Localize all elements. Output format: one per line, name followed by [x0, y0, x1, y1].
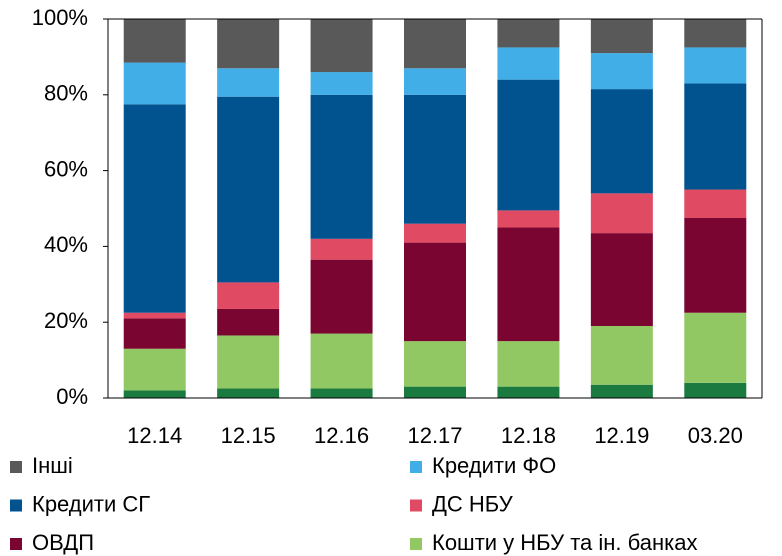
legend-swatch — [410, 461, 422, 473]
bar-segment — [497, 386, 560, 398]
bar-segment — [123, 19, 186, 63]
bar-segment — [310, 259, 373, 334]
bar-segment — [684, 47, 747, 84]
bar-segment — [404, 68, 466, 95]
bar-segment — [590, 89, 653, 194]
bar-segment — [404, 19, 466, 69]
x-tick-label: 12.19 — [594, 423, 649, 448]
bar-segment — [404, 386, 466, 398]
bar-segment — [684, 217, 747, 313]
bar-segment — [404, 94, 466, 224]
bar-segment — [217, 96, 280, 283]
bar-segment — [310, 94, 373, 239]
legend-swatch — [410, 499, 422, 512]
bar-segment — [497, 227, 560, 342]
bar-segment — [123, 104, 186, 313]
y-tick-label: 80% — [44, 81, 88, 106]
x-tick-label: 12.14 — [127, 423, 182, 448]
bar-segment — [497, 19, 560, 48]
bar-segment — [310, 238, 373, 260]
bar-segment — [123, 390, 186, 398]
y-tick-label: 20% — [44, 308, 88, 333]
bar-segment — [684, 382, 747, 398]
bar-segment — [497, 210, 560, 228]
bar-segment — [684, 189, 747, 218]
y-tick-label: 40% — [44, 232, 88, 257]
legend-label: Кредити ФО — [432, 453, 556, 478]
bar-segment — [590, 325, 653, 385]
y-tick-label: 100% — [32, 5, 88, 30]
bar-segment — [217, 335, 280, 389]
bar-segment — [404, 223, 466, 243]
bar-segment — [310, 72, 373, 95]
legend-swatch — [10, 499, 22, 512]
bar-segment — [590, 193, 653, 234]
bar-segment — [497, 341, 560, 387]
bar-segment — [684, 19, 747, 48]
bar-segment — [123, 318, 186, 349]
bar-segment — [217, 19, 280, 69]
y-tick-label: 0% — [56, 384, 88, 409]
x-tick-label: 12.18 — [501, 423, 556, 448]
bar-segment — [217, 282, 280, 309]
bar-segment — [123, 62, 186, 105]
y-tick-label: 60% — [44, 156, 88, 181]
legend-swatch — [410, 538, 422, 550]
bar-segment — [590, 53, 653, 90]
x-tick-label: 12.15 — [221, 423, 276, 448]
bar-segment — [217, 308, 280, 336]
x-tick-label: 12.16 — [314, 423, 369, 448]
legend-label: ОВДП — [32, 530, 94, 555]
legend-label: ДС НБУ — [432, 491, 514, 516]
bar-segment — [590, 19, 653, 54]
bar-segment — [310, 333, 373, 389]
bar-segment — [404, 341, 466, 387]
legend-label: Кредити СГ — [32, 491, 150, 516]
bar-segment — [590, 384, 653, 398]
bar-segment — [497, 79, 560, 211]
bar-segment — [123, 348, 186, 391]
bar-segment — [497, 47, 560, 80]
x-tick-label: 03.20 — [688, 423, 743, 448]
bar-segment — [310, 388, 373, 398]
legend-label: Кошти у НБУ та ін. банках — [432, 530, 697, 555]
bar-segment — [590, 233, 653, 326]
bar-segment — [123, 312, 186, 319]
x-tick-label: 12.17 — [407, 423, 462, 448]
legend-label: Інші — [32, 453, 73, 478]
bar-segment — [684, 312, 747, 383]
bar-segment — [217, 388, 280, 398]
bar-segment — [310, 19, 373, 73]
bar-segment — [404, 242, 466, 342]
bar-segment — [684, 83, 747, 190]
bar-segment — [217, 68, 280, 97]
legend-swatch — [10, 538, 22, 550]
legend-swatch — [10, 461, 22, 473]
